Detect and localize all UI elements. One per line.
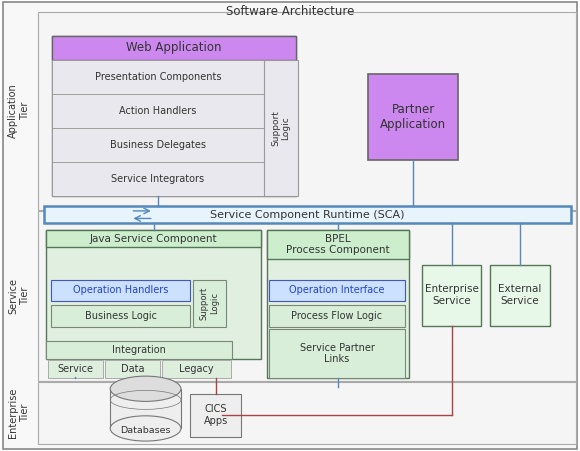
FancyBboxPatch shape xyxy=(267,230,409,378)
FancyBboxPatch shape xyxy=(44,206,571,223)
Ellipse shape xyxy=(110,416,181,441)
Text: Operation Interface: Operation Interface xyxy=(289,285,385,295)
FancyBboxPatch shape xyxy=(368,74,458,160)
Text: Service
Tier: Service Tier xyxy=(8,278,30,314)
FancyBboxPatch shape xyxy=(110,389,181,428)
FancyBboxPatch shape xyxy=(38,382,576,444)
FancyBboxPatch shape xyxy=(267,230,409,259)
FancyBboxPatch shape xyxy=(38,211,576,381)
Text: Databases: Databases xyxy=(120,426,171,435)
Text: Java Service Component: Java Service Component xyxy=(90,234,218,244)
FancyBboxPatch shape xyxy=(162,360,231,378)
Text: Action Handlers: Action Handlers xyxy=(119,106,197,116)
Text: Business Logic: Business Logic xyxy=(85,311,157,321)
Text: Business Delegates: Business Delegates xyxy=(110,140,206,150)
Text: BPEL
Process Component: BPEL Process Component xyxy=(286,234,390,255)
FancyBboxPatch shape xyxy=(52,94,264,128)
Text: Integration: Integration xyxy=(113,345,166,354)
Text: Service Partner
Links: Service Partner Links xyxy=(299,343,375,364)
FancyBboxPatch shape xyxy=(264,60,298,196)
Ellipse shape xyxy=(110,376,181,401)
Text: Enterprise
Service: Enterprise Service xyxy=(425,285,478,306)
FancyBboxPatch shape xyxy=(3,2,577,449)
Text: Service: Service xyxy=(57,364,93,374)
FancyBboxPatch shape xyxy=(52,162,264,196)
Text: Legacy: Legacy xyxy=(179,364,214,374)
FancyBboxPatch shape xyxy=(46,230,261,359)
FancyBboxPatch shape xyxy=(52,128,264,162)
Text: Software Architecture: Software Architecture xyxy=(226,5,354,18)
Text: External
Service: External Service xyxy=(498,285,542,306)
FancyBboxPatch shape xyxy=(269,329,405,378)
Text: Presentation Components: Presentation Components xyxy=(95,72,222,82)
Text: Operation Handlers: Operation Handlers xyxy=(73,285,168,295)
FancyBboxPatch shape xyxy=(51,305,190,327)
Text: Web Application: Web Application xyxy=(126,41,222,54)
FancyBboxPatch shape xyxy=(193,280,226,327)
FancyBboxPatch shape xyxy=(38,12,576,210)
FancyBboxPatch shape xyxy=(46,230,261,247)
Text: CICS
Apps: CICS Apps xyxy=(204,405,228,426)
Text: Data: Data xyxy=(121,364,144,374)
FancyBboxPatch shape xyxy=(105,360,160,378)
FancyBboxPatch shape xyxy=(46,341,232,359)
Text: Support
Logic: Support Logic xyxy=(271,110,291,146)
FancyBboxPatch shape xyxy=(52,60,264,94)
FancyBboxPatch shape xyxy=(48,360,103,378)
Text: Process Flow Logic: Process Flow Logic xyxy=(291,311,383,321)
Text: Partner
Application: Partner Application xyxy=(380,103,447,131)
FancyBboxPatch shape xyxy=(52,36,296,60)
FancyBboxPatch shape xyxy=(190,394,241,437)
FancyBboxPatch shape xyxy=(51,280,190,301)
FancyBboxPatch shape xyxy=(269,305,405,327)
FancyBboxPatch shape xyxy=(490,265,550,326)
Text: Application
Tier: Application Tier xyxy=(8,83,30,138)
FancyBboxPatch shape xyxy=(422,265,481,326)
Text: Support
Logic: Support Logic xyxy=(200,287,219,320)
Text: Service Integrators: Service Integrators xyxy=(111,174,205,184)
FancyBboxPatch shape xyxy=(269,280,405,301)
FancyBboxPatch shape xyxy=(52,36,296,196)
Text: Enterprise
Tier: Enterprise Tier xyxy=(8,388,30,438)
Text: Service Component Runtime (SCA): Service Component Runtime (SCA) xyxy=(210,210,405,220)
